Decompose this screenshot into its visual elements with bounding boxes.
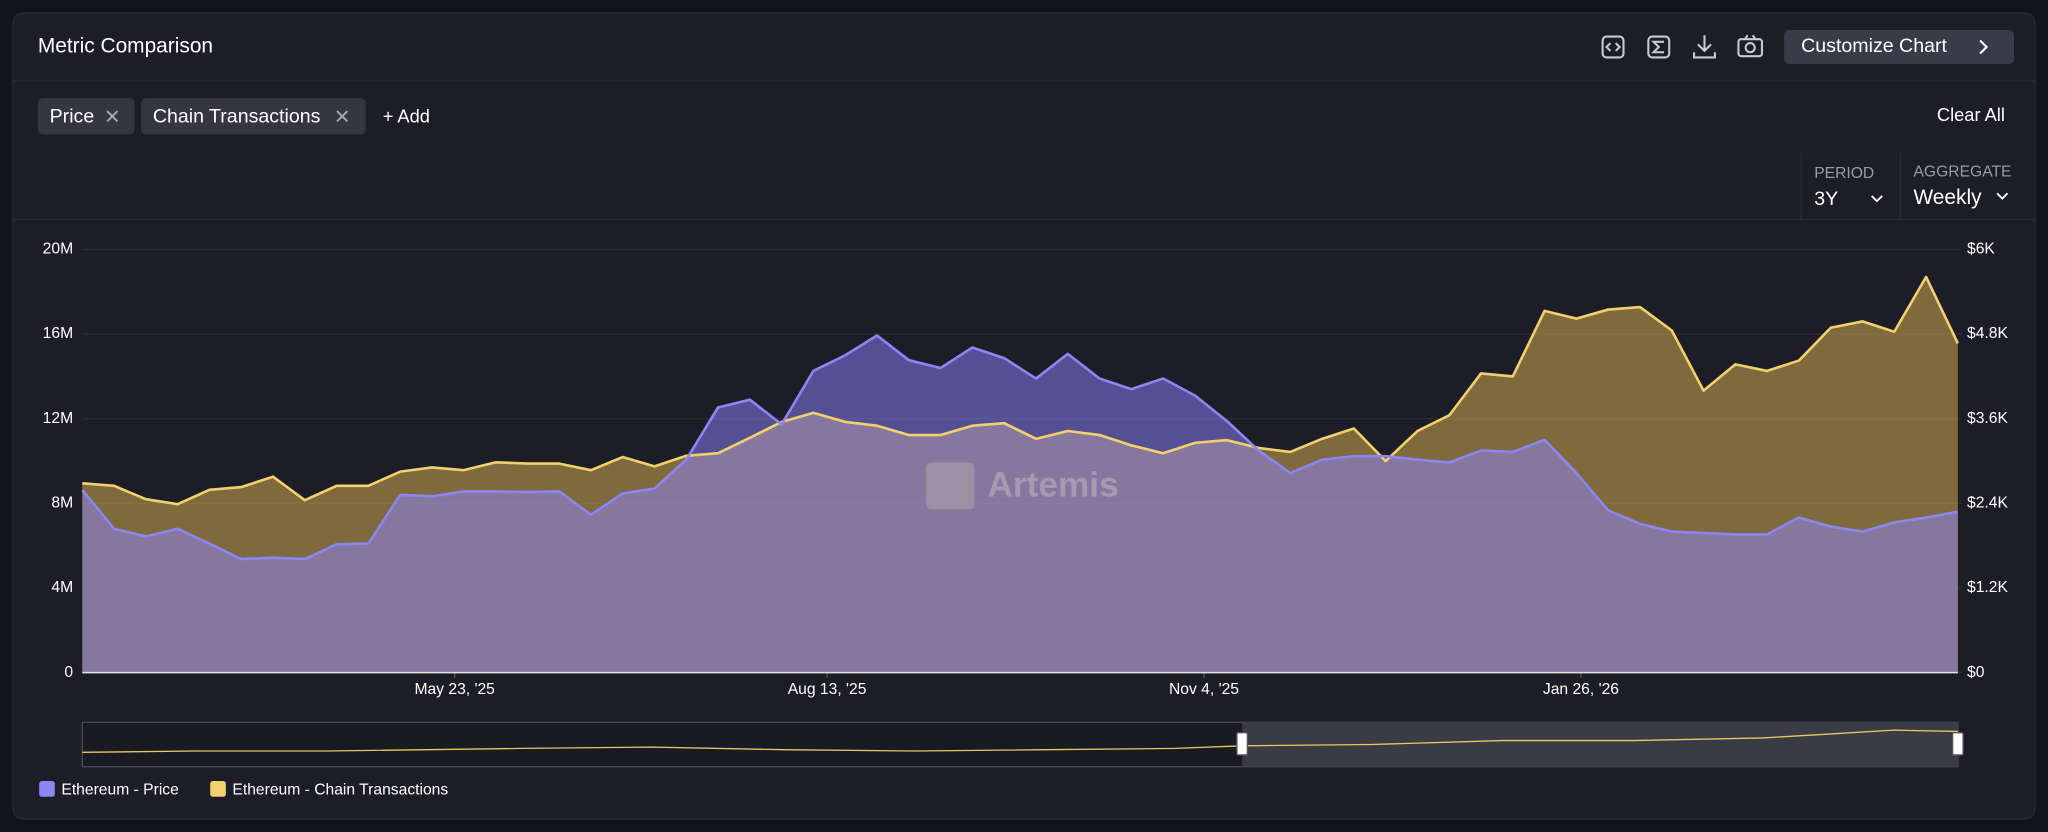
y2-tick-label: $4.8K — [1967, 325, 2008, 342]
legend-swatch — [39, 781, 55, 797]
chip-remove[interactable] — [336, 110, 349, 123]
chevron — [1979, 39, 1989, 55]
y2-tick-label: $2.4K — [1967, 495, 2008, 512]
button-label: Customize Chart — [1801, 35, 1947, 57]
camera-icon[interactable] — [1737, 34, 1764, 58]
y-tick-label: 4M — [51, 579, 73, 596]
select-value: 3Y — [1814, 188, 1838, 210]
sum-icon[interactable] — [1647, 35, 1671, 59]
navigator-line — [82, 729, 1958, 753]
y-tick-label: 16M — [43, 325, 73, 342]
legend-swatch — [210, 781, 226, 797]
toolbar — [1601, 34, 1764, 59]
legend: Ethereum - Price Ethereum - Chain Transac… — [39, 781, 448, 798]
x-tick-label: Jan 26, '26 — [1543, 681, 1619, 698]
navigator[interactable] — [81, 721, 1964, 768]
chip-background — [141, 97, 366, 135]
y2-tick-label: $3.6K — [1967, 410, 2008, 427]
chevron — [1996, 192, 2009, 200]
legend-label: Ethereum - Chain Transactions — [232, 781, 448, 798]
period-select[interactable]: PERIOD 3Y — [1814, 165, 1883, 210]
add-button[interactable]: + Add — [383, 105, 430, 126]
x-tick-label: Nov 4, '25 — [1169, 681, 1239, 698]
y-tick-label: 0 — [64, 664, 73, 681]
line — [82, 275, 1960, 506]
y-tick-label: 20M — [43, 241, 73, 258]
chip[interactable]: Price — [37, 97, 135, 135]
chip-background — [37, 97, 135, 135]
area — [82, 335, 1958, 673]
aggregate-select[interactable]: AGGREGATE Weekly — [1913, 164, 2011, 209]
select-label: AGGREGATE — [1913, 164, 2011, 181]
watermark: Artemis — [926, 462, 1119, 510]
y2-tick-label: $6K — [1967, 241, 1995, 258]
watermark-logo — [926, 462, 975, 510]
plot — [81, 275, 1960, 673]
line — [81, 334, 1959, 561]
legend-label: Ethereum - Price — [61, 781, 179, 798]
clear-all[interactable]: Clear All — [1937, 104, 2005, 125]
download-icon[interactable] — [1692, 35, 1716, 59]
chip[interactable]: Chain Transactions — [141, 97, 366, 135]
navigator-handle[interactable] — [1236, 732, 1248, 756]
customize-button[interactable]: Customize Chart — [1784, 30, 2015, 64]
y-tick-label: 8M — [51, 495, 73, 512]
select-label: PERIOD — [1814, 165, 1874, 182]
chevron — [1871, 195, 1883, 203]
select-value: Weekly — [1913, 186, 1982, 209]
chip-remove[interactable] — [106, 110, 119, 123]
watermark-text: Artemis — [987, 465, 1118, 504]
chip-label: Price — [50, 106, 95, 128]
y-tick-label: 12M — [43, 410, 73, 427]
card-title: Metric Comparison — [38, 35, 213, 58]
axes: 0 4M 8M 12M 16M 20M $0 $1.2K $2.4K $3.6K $4.8K $6K M… — [43, 241, 2009, 698]
button-background — [1784, 30, 2015, 64]
navigator-handle[interactable] — [1951, 732, 1964, 756]
y2-tick-label: $0 — [1967, 664, 1985, 681]
x-tick-label: Aug 13, '25 — [788, 681, 867, 698]
chip-label: Chain Transactions — [153, 106, 321, 128]
x-tick-label: May 23, '25 — [414, 681, 495, 698]
embed-icon[interactable] — [1601, 35, 1625, 59]
y2-tick-label: $1.2K — [1967, 579, 2008, 596]
